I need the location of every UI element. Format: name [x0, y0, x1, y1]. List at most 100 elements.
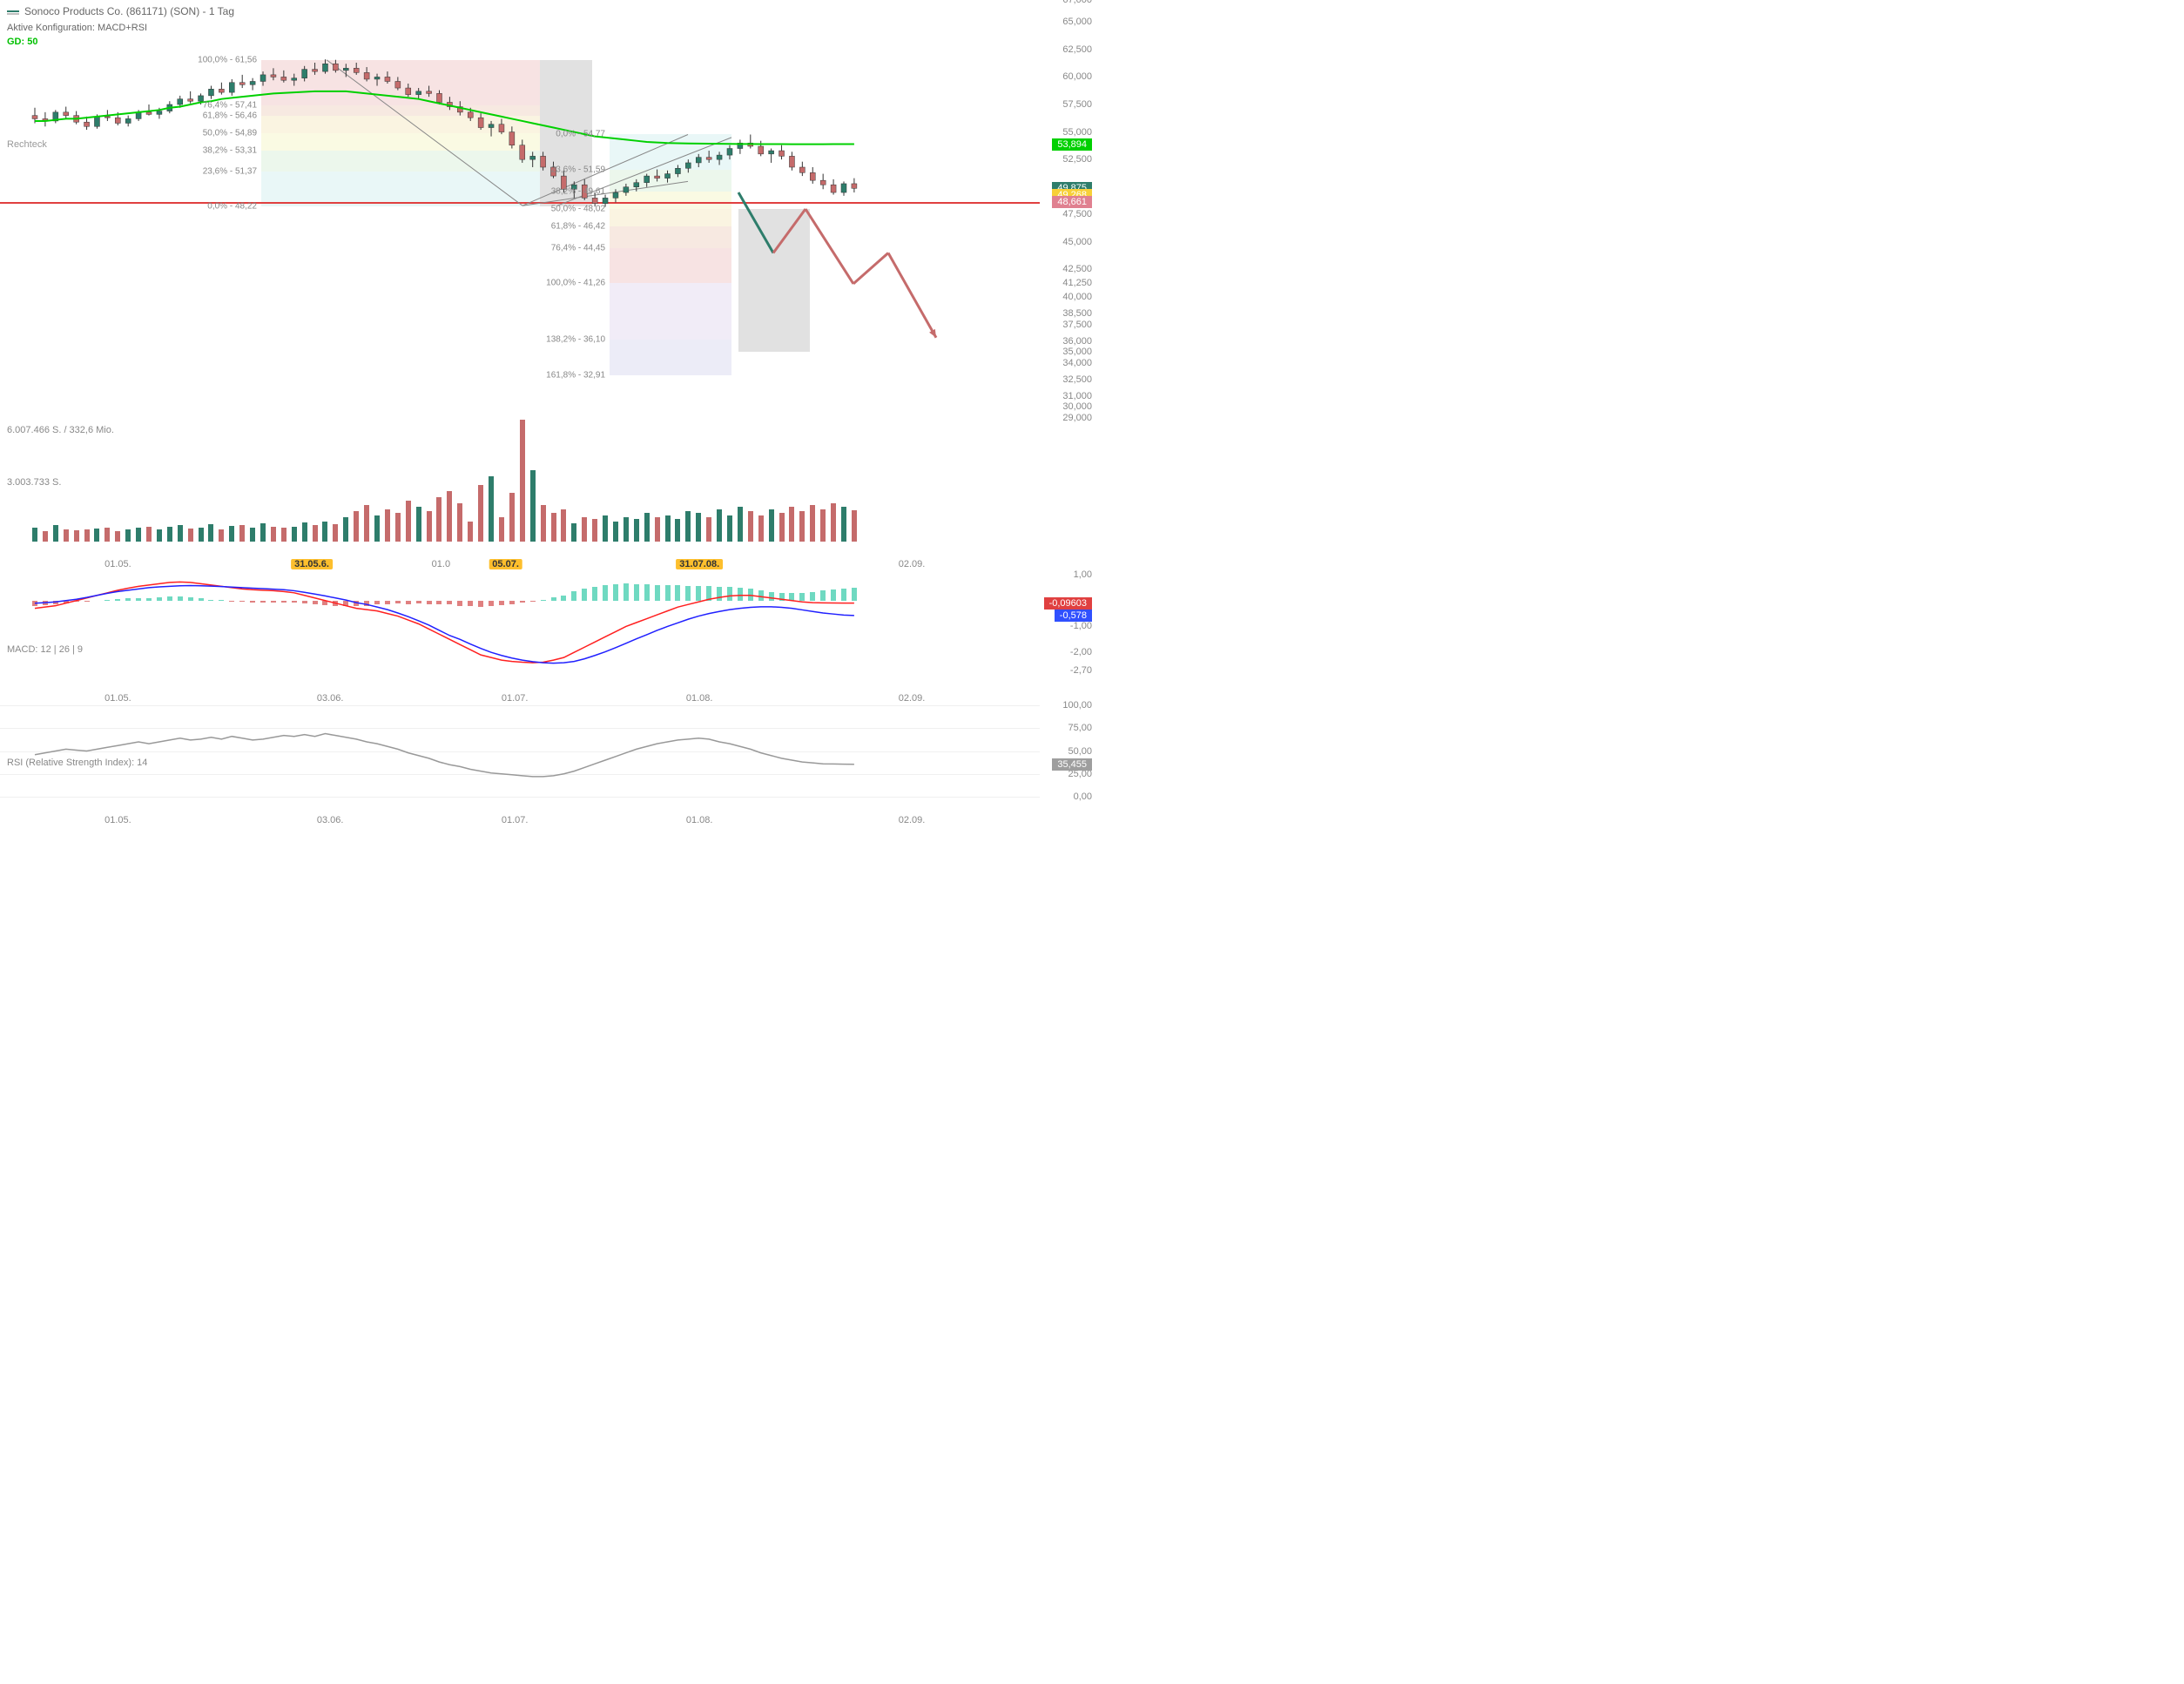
rsi-badge: 35,455: [1052, 758, 1092, 771]
volume-bar: [343, 517, 348, 542]
price-ytick: 45,000: [1062, 237, 1092, 247]
volume-bar: [219, 529, 224, 542]
price-ytick: 36,000: [1062, 336, 1092, 347]
rsi-ytick: 50,00: [1068, 746, 1092, 757]
volume-bar: [374, 515, 380, 542]
fib2-label: 50,0% - 48,02: [527, 204, 605, 213]
price-ytick: 41,250: [1062, 278, 1092, 288]
volume-bar: [271, 527, 276, 542]
volume-bar: [115, 531, 120, 542]
volume-bar: [644, 513, 650, 542]
rsi-xtick: 01.05.: [104, 815, 131, 825]
macd-ytick: 1,00: [1074, 569, 1092, 580]
volume-bar: [717, 509, 722, 542]
rsi-ytick: 100,00: [1062, 700, 1092, 711]
volume-bar: [64, 529, 69, 542]
volume-bar: [167, 527, 172, 542]
volume-bar: [436, 497, 442, 542]
volume-bar: [831, 503, 836, 542]
price-ytick: 30,000: [1062, 401, 1092, 412]
fib1-label: 38,2% - 53,31: [179, 145, 257, 155]
rsi-xtick: 02.09.: [899, 815, 926, 825]
price-ytick: 47,500: [1062, 209, 1092, 219]
volume-bar: [239, 525, 245, 542]
fib2-label: 61,8% - 46,42: [527, 221, 605, 231]
fib2-label: 100,0% - 41,26: [527, 279, 605, 288]
price-badge: 53,894: [1052, 138, 1092, 151]
price-panel[interactable]: Sonoco Products Co. (861171) (SON) - 1 T…: [0, 0, 1040, 418]
rsi-panel[interactable]: RSI (Relative Strength Index): 14 01.05.…: [0, 697, 1040, 818]
price-ytick: 55,000: [1062, 127, 1092, 138]
volume-bar: [852, 510, 857, 542]
volume-bar: [592, 519, 597, 542]
volume-bar: [561, 509, 566, 542]
volume-bar: [32, 528, 37, 542]
volume-bar: [738, 507, 743, 542]
volume-bar: [136, 528, 141, 542]
fib1-label: 50,0% - 54,89: [179, 128, 257, 138]
volume-bar: [769, 509, 774, 542]
volume-bar: [188, 529, 193, 542]
price-ytick: 32,500: [1062, 374, 1092, 385]
volume-bar: [322, 522, 327, 542]
rsi-yaxis: 100,0075,0050,0025,000,0035,455: [1041, 697, 1092, 818]
volume-bar: [571, 523, 576, 542]
volume-bar: [281, 528, 286, 542]
price-ytick: 67,000: [1062, 0, 1092, 5]
volume-bar: [727, 515, 732, 542]
volume-bar: [157, 529, 162, 542]
volume-bar: [520, 420, 525, 542]
macd-label: MACD: 12 | 26 | 9: [7, 644, 83, 655]
macd-ytick: -2,00: [1070, 647, 1092, 657]
fib1-label: 23,6% - 51,37: [179, 167, 257, 177]
macd-ytick: -1,00: [1070, 621, 1092, 631]
volume-bar: [43, 531, 48, 542]
volume-bar: [665, 515, 671, 542]
rsi-xtick: 03.06.: [317, 815, 344, 825]
volume-bar: [416, 507, 421, 542]
price-badge: 48,661: [1052, 196, 1092, 208]
price-ytick: 60,000: [1062, 71, 1092, 82]
price-chart-svg: [0, 0, 1040, 418]
price-ytick: 65,000: [1062, 17, 1092, 27]
volume-bar: [104, 528, 110, 542]
price-ytick: 38,500: [1062, 308, 1092, 319]
volume-bar: [260, 523, 266, 542]
rsi-ytick: 75,00: [1068, 723, 1092, 733]
volume-bar: [820, 509, 826, 542]
volume-bar: [779, 513, 785, 542]
volume-bar: [364, 505, 369, 542]
volume-bar: [313, 525, 318, 542]
rsi-ytick: 0,00: [1074, 791, 1092, 802]
volume-bar: [551, 513, 556, 542]
macd-svg: [0, 557, 1040, 697]
volume-bar: [489, 476, 494, 542]
volume-bar: [333, 524, 338, 542]
fib2-label: 23,6% - 51,59: [527, 165, 605, 174]
volume-label-1: 6.007.466 S. / 332,6 Mio.: [7, 425, 114, 435]
fib1-label: 0,0% - 48,22: [179, 202, 257, 212]
volume-bar: [509, 493, 515, 542]
fib1-label: 76,4% - 57,41: [179, 101, 257, 111]
volume-bar: [94, 529, 99, 542]
volume-bar: [178, 525, 183, 542]
price-ytick: 57,500: [1062, 99, 1092, 110]
volume-bar: [799, 511, 805, 542]
price-ytick: 52,500: [1062, 154, 1092, 165]
volume-bar: [395, 513, 401, 542]
fib1-label: 61,8% - 56,46: [179, 111, 257, 121]
macd-badge: -0,578: [1055, 610, 1092, 622]
price-ytick: 35,000: [1062, 347, 1092, 357]
volume-bar: [468, 522, 473, 542]
volume-bar: [499, 517, 504, 542]
price-yaxis: 67,00065,00062,50060,00057,50055,00052,5…: [1041, 0, 1092, 418]
volume-bar: [229, 526, 234, 542]
volume-bar: [789, 507, 794, 542]
volume-bar: [582, 517, 587, 542]
volume-bar: [841, 507, 846, 542]
volume-panel[interactable]: 6.007.466 S. / 332,6 Mio. 3.003.733 S. 0…: [0, 418, 1040, 557]
macd-panel[interactable]: MACD: 12 | 26 | 9 01.05.03.06.01.07.01.0…: [0, 557, 1040, 697]
macd-ytick: -2,70: [1070, 665, 1092, 676]
macd-badge: -0,09603: [1044, 597, 1092, 610]
rsi-xtick: 01.07.: [502, 815, 529, 825]
